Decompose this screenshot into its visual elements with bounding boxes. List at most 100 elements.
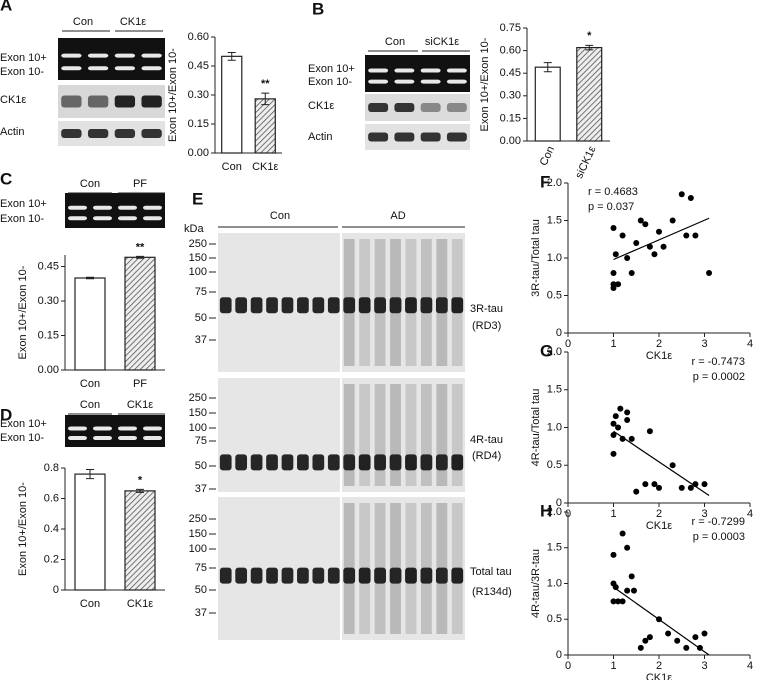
error-bar — [227, 51, 236, 61]
x-tick-label: 0 — [565, 338, 571, 350]
blot-band — [87, 66, 109, 71]
blot — [58, 38, 165, 80]
blot-band — [219, 567, 232, 584]
y-axis-label: 4R-tau/3R-tau — [530, 549, 542, 618]
y-tick-label: 1.0 — [547, 421, 562, 433]
blot-band — [297, 297, 309, 314]
point — [628, 270, 635, 276]
point — [706, 270, 713, 276]
blot-band — [93, 216, 112, 221]
y-tick-label: 0.60 — [500, 45, 521, 57]
blot-band — [281, 567, 294, 584]
point — [646, 428, 653, 435]
blot-band — [451, 454, 464, 471]
blot-band — [312, 297, 325, 314]
blot-band — [374, 297, 386, 314]
blot-smear — [343, 384, 355, 486]
blot-band — [389, 567, 402, 584]
blot-band — [235, 454, 248, 471]
significance: ** — [136, 241, 145, 253]
blot-band — [297, 567, 309, 584]
point — [610, 225, 617, 231]
marker-label: 150 — [189, 528, 207, 540]
row-label: Exon 10+ — [308, 63, 355, 75]
y-tick-label: 0 — [556, 497, 562, 509]
y-tick-label: 0.00 — [188, 147, 209, 159]
y-tick-label: 1.5 — [547, 214, 562, 226]
point — [617, 405, 624, 412]
x-tick-label: 4 — [747, 660, 753, 672]
point — [610, 281, 617, 288]
marker-label: 37 — [195, 334, 207, 346]
point — [612, 251, 619, 258]
p-value: p = 0.037 — [588, 201, 634, 213]
blot-band — [250, 297, 263, 314]
y-tick-label: 1.0 — [547, 252, 562, 264]
x-tick-label: PF — [133, 378, 147, 390]
point — [687, 484, 694, 491]
blot-band — [343, 297, 356, 314]
x-tick-label: 4 — [747, 508, 753, 520]
blot-smear — [436, 503, 448, 634]
y-tick-label: 0.45 — [188, 60, 209, 72]
y-tick-label: 0 — [53, 584, 59, 596]
row-label: CK1ε — [308, 100, 334, 112]
marker-label: 50 — [195, 460, 207, 472]
panel-letter: E — [192, 189, 203, 208]
blot-label: Total tau — [470, 566, 512, 578]
blot-band — [420, 68, 441, 73]
blot-band — [61, 129, 82, 138]
y-tick-label: 1.5 — [547, 542, 562, 554]
y-tick-label: 0.4 — [44, 523, 59, 535]
blot-band — [435, 567, 448, 584]
point — [628, 573, 635, 580]
blot-band — [446, 68, 467, 73]
blot — [365, 55, 470, 92]
blot-smear — [374, 503, 386, 634]
blot-band — [343, 454, 356, 471]
y-tick-label: 0.5 — [547, 289, 562, 301]
error-bar — [543, 62, 552, 73]
y-axis-label: Exon 10+/Exon 10- — [17, 265, 29, 359]
bar — [534, 66, 561, 142]
point — [637, 644, 644, 651]
blot-band — [87, 95, 109, 108]
blot-band — [93, 426, 112, 431]
point — [646, 243, 653, 250]
row-label: Exon 10- — [0, 213, 44, 225]
marker-label: 37 — [195, 607, 207, 619]
point — [701, 630, 708, 637]
blot-band — [143, 426, 162, 431]
y-tick-label: 0 — [556, 649, 562, 661]
point — [610, 598, 617, 605]
point — [646, 634, 653, 641]
marker-label: 75 — [195, 435, 207, 447]
y-tick-label: 0.5 — [547, 459, 562, 471]
point — [615, 281, 622, 288]
point — [656, 228, 662, 235]
point — [619, 435, 626, 442]
point — [669, 217, 676, 224]
y-tick-label: 0.00 — [500, 135, 521, 147]
blot-band — [312, 454, 325, 471]
x-tick-label: 3 — [701, 338, 707, 350]
blot-band — [114, 53, 136, 58]
blot-label: 3R-tau — [470, 303, 503, 315]
point — [610, 270, 617, 276]
y-tick-label: 0.30 — [188, 89, 209, 101]
point — [633, 488, 640, 495]
group-label: PF — [133, 178, 147, 190]
blot-band — [250, 454, 263, 471]
blot — [65, 415, 165, 447]
panel-letter: G — [540, 341, 553, 360]
row-label: Actin — [308, 131, 332, 143]
blot-smear — [359, 239, 371, 366]
row-label: Exon 10+ — [0, 52, 47, 64]
blot-band — [68, 426, 87, 431]
blot-band — [405, 297, 417, 314]
x-tick-label: 3 — [701, 660, 707, 672]
y-tick-label: 0.5 — [547, 613, 562, 625]
blot-band — [394, 79, 415, 84]
blot-band — [93, 205, 112, 210]
marker-label: 75 — [195, 286, 207, 298]
